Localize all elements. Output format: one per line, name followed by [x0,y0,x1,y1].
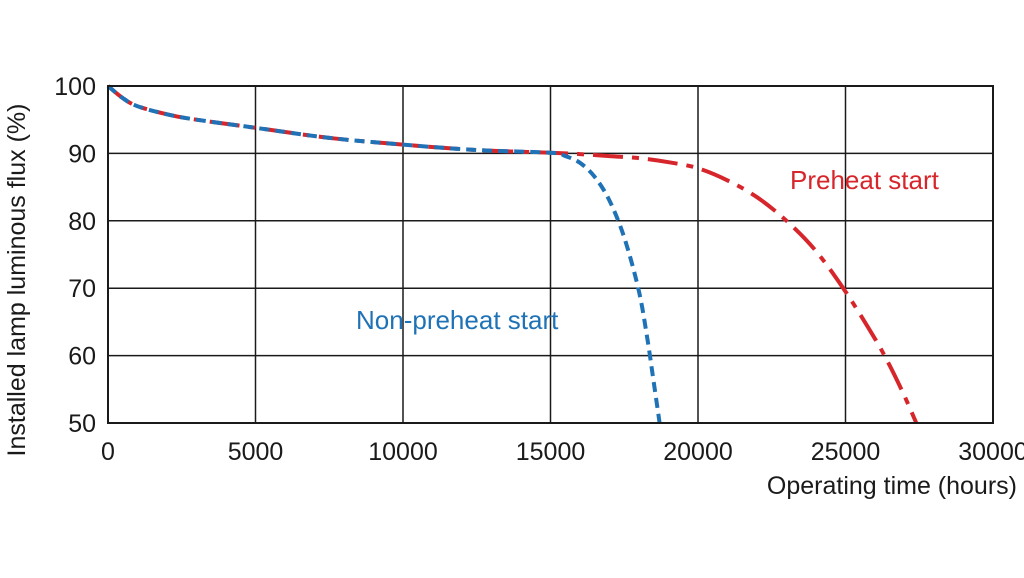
series-line-non-preheat-start [106,84,662,424]
x-tick-label: 15000 [516,438,586,466]
x-tick-label: 5000 [228,438,284,466]
x-tick-label: 25000 [811,438,881,466]
series-layer [106,84,919,424]
y-tick-label: 90 [68,140,96,168]
y-tick-labels: 50 60 70 80 90 100 [54,73,96,438]
grid [107,85,994,424]
x-axis-title: Operating time (hours) [767,472,1017,500]
y-tick-label: 100 [54,73,96,101]
y-tick-label: 80 [68,208,96,236]
series-label-non-preheat-start: Non-preheat start [356,305,559,335]
series-label-preheat-start: Preheat start [790,165,940,195]
x-tick-label: 30000 [958,438,1024,466]
x-tick-label: 20000 [663,438,733,466]
y-axis-title: Installed lamp luminous flux (%) [3,104,31,457]
y-tick-label: 70 [68,275,96,303]
x-tick-label: 10000 [368,438,438,466]
x-tick-labels: 0 5000 10000 15000 20000 25000 30000 [101,438,1024,466]
x-tick-label: 0 [101,438,115,466]
y-tick-label: 60 [68,343,96,371]
y-tick-label: 50 [68,410,96,438]
plot-frame [107,85,994,424]
series-line-preheat-start [106,84,919,424]
